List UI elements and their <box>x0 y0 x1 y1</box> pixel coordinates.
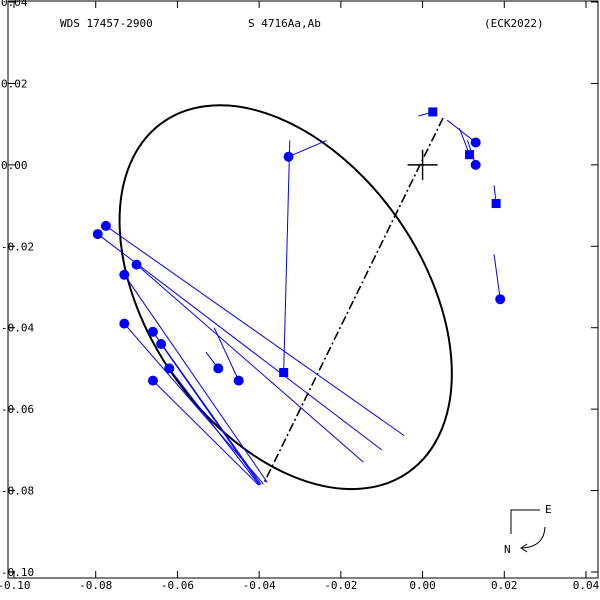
observation-point <box>470 137 481 148</box>
observation-square <box>491 199 501 209</box>
y-tick-label: 0.00 <box>1 159 28 172</box>
residual-line <box>446 119 476 143</box>
residual-line <box>123 274 268 483</box>
observation-point <box>147 375 158 386</box>
residual-lines <box>97 111 501 486</box>
orbit-ellipse <box>118 104 453 491</box>
observation-point <box>156 339 167 349</box>
observation-point <box>131 259 142 270</box>
compass-corner <box>510 509 540 534</box>
y-tick-label: -0.10 <box>1 566 34 579</box>
y-tick-label: -0.04 <box>1 322 34 335</box>
observation-point <box>164 363 175 374</box>
x-tick-label: 0.04 <box>573 579 600 592</box>
observation-square <box>279 368 289 377</box>
observation-point <box>100 220 111 231</box>
header-right-label: (ECK2022) <box>484 17 544 30</box>
x-tick-label: 0.02 <box>491 579 518 592</box>
residual-line <box>493 254 501 300</box>
residual-line <box>160 343 261 486</box>
residual-line <box>283 140 291 373</box>
compass-arc <box>521 526 546 549</box>
observation-point <box>92 229 103 240</box>
observation-square <box>465 150 475 160</box>
primary-star-marker <box>407 149 438 180</box>
header-center-label: S 4716Aa,Ab <box>248 17 321 30</box>
plot-frame <box>7 0 599 579</box>
compass-arrowhead <box>520 543 528 553</box>
observation-point <box>470 159 481 170</box>
residual-line <box>136 264 364 463</box>
y-tick-label: 0.04 <box>1 0 28 9</box>
x-tick-label: -0.04 <box>243 579 276 592</box>
axis-ticks <box>8 1 598 578</box>
residual-line <box>168 368 260 486</box>
compass: E N <box>504 503 552 556</box>
residual-line <box>288 139 327 158</box>
residual-line <box>97 233 383 451</box>
observation-points <box>92 107 506 386</box>
observation-point <box>213 363 224 374</box>
y-tick-label: -0.08 <box>1 485 34 498</box>
observation-point <box>233 375 244 386</box>
y-tick-label: 0.02 <box>1 77 28 90</box>
residual-line <box>213 327 240 381</box>
line-of-nodes <box>262 117 444 485</box>
y-tick-label: -0.02 <box>1 240 34 253</box>
y-tick-label: -0.06 <box>1 403 34 416</box>
compass-north-label: N <box>504 543 511 556</box>
compass-east-label: E <box>545 503 552 516</box>
observation-point <box>119 318 130 329</box>
x-tick-label: -0.06 <box>161 579 194 592</box>
x-tick-label: 0.00 <box>409 579 436 592</box>
orbit-layer <box>118 104 453 491</box>
observation-square <box>428 107 438 117</box>
residual-line <box>105 225 405 437</box>
x-tick-label: -0.10 <box>0 579 31 592</box>
observation-point <box>119 269 130 280</box>
x-tick-label: -0.08 <box>79 579 112 592</box>
observation-point <box>283 151 294 162</box>
residual-line <box>152 380 259 486</box>
x-tick-label: -0.02 <box>324 579 357 592</box>
observation-point <box>147 326 158 337</box>
observation-point <box>495 294 506 305</box>
header-left-label: WDS 17457-2900 <box>60 17 153 30</box>
